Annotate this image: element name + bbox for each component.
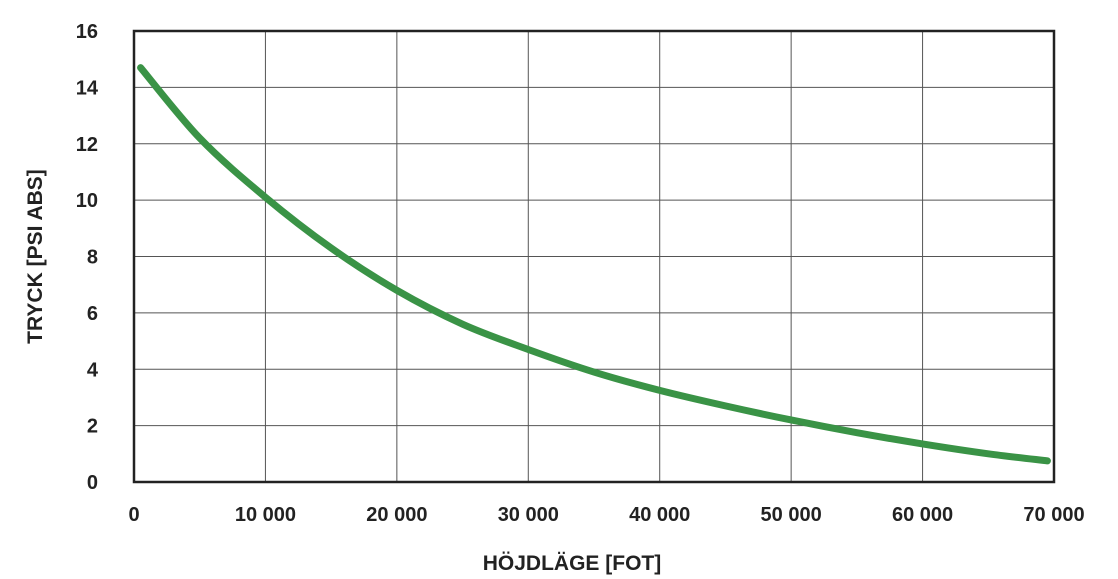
y-tick-label: 14 [76,77,99,99]
y-tick-label: 16 [76,21,98,43]
y-tick-label: 0 [87,472,98,494]
y-tick-label: 10 [76,190,98,212]
y-axis-label: TRYCK [PSI ABS] [24,169,47,344]
grid [133,30,1055,483]
x-tick-label: 0 [128,504,139,526]
plot-frame [132,29,1056,484]
x-tick-label: 30 000 [498,504,559,526]
x-tick-label: 70 000 [1023,504,1084,526]
y-tick-label: 6 [87,303,98,325]
x-tick-label: 60 000 [892,504,953,526]
y-tick-label: 8 [87,247,98,269]
y-tick-labels: 0 2 4 6 8 10 12 14 16 [76,21,99,494]
y-tick-label: 12 [76,134,98,156]
x-tick-label: 10 000 [235,504,296,526]
y-tick-label: 4 [87,359,99,381]
x-tick-label: 20 000 [366,504,427,526]
series-line-pressure [137,64,1051,465]
y-tick-label: 2 [87,416,98,438]
x-tick-labels: 0 10 000 20 000 30 000 40 000 50 000 60 000 70 … [128,504,1084,526]
x-axis-label: HÖJDLÄGE [FOT] [483,552,662,575]
x-tick-label: 40 000 [629,504,690,526]
x-tick-label: 50 000 [761,504,822,526]
